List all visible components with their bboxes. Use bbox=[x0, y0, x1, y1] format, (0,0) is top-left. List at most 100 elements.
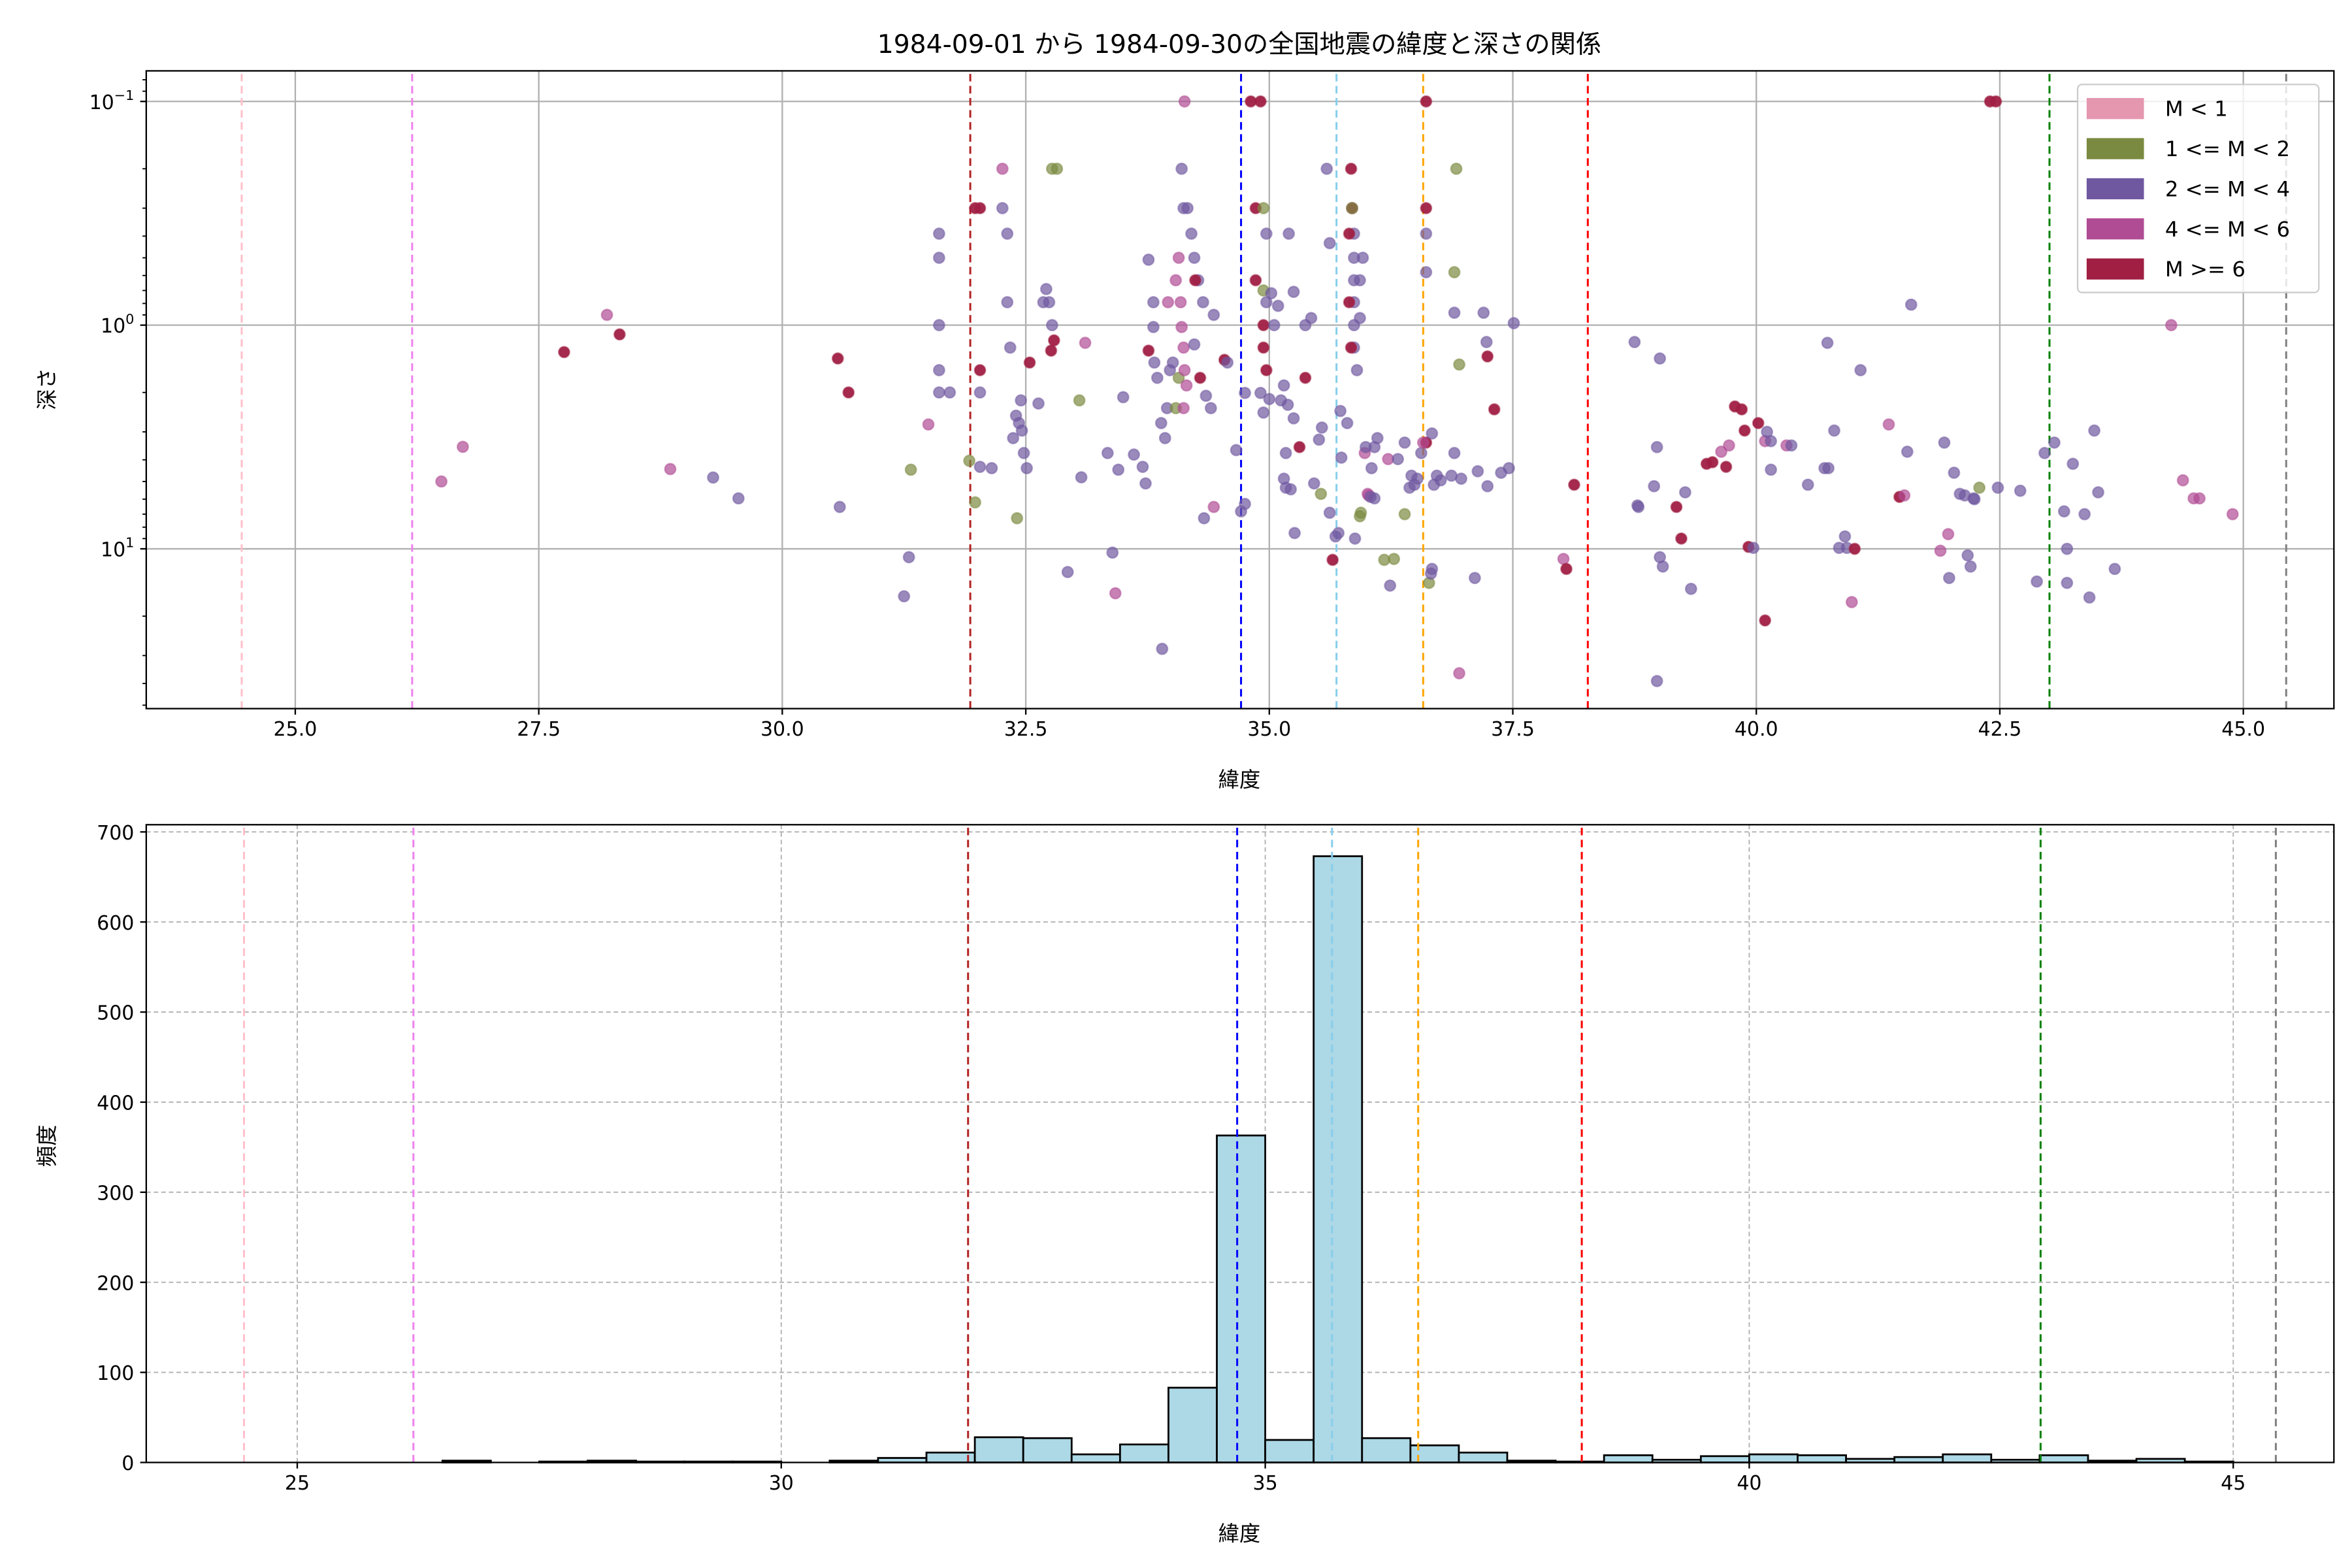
scatter-point bbox=[1801, 478, 1814, 491]
scatter-point bbox=[1416, 436, 1429, 449]
scatter-point bbox=[1015, 424, 1028, 437]
histogram-bar bbox=[1361, 1437, 1412, 1463]
scatter-point bbox=[1706, 455, 1719, 468]
scatter-point bbox=[1047, 334, 1060, 347]
scatter-point bbox=[1249, 274, 1262, 287]
legend-swatch bbox=[2086, 138, 2144, 159]
scatter-point bbox=[1343, 227, 1356, 240]
scatter-point bbox=[2031, 575, 2044, 588]
scatter-point bbox=[1989, 95, 2002, 108]
histogram-bar bbox=[1748, 1453, 1799, 1463]
scatter-point bbox=[1882, 418, 1895, 431]
scatter-point bbox=[1299, 371, 1312, 384]
x-tick-label: 45 bbox=[2221, 1472, 2246, 1495]
histogram-bar bbox=[1603, 1454, 1654, 1463]
scatter-point bbox=[1178, 95, 1191, 108]
legend-swatch bbox=[2086, 258, 2144, 280]
scatter-point bbox=[1207, 308, 1220, 321]
scatter-point bbox=[1207, 500, 1220, 514]
scatter-point bbox=[2066, 457, 2080, 470]
scatter-point bbox=[932, 319, 945, 332]
scatter-point bbox=[973, 461, 987, 474]
scatter-point bbox=[1015, 394, 1028, 407]
scatter-point bbox=[1420, 266, 1433, 279]
scatter-point bbox=[2057, 505, 2070, 518]
scatter-point bbox=[1045, 319, 1058, 332]
scatter-point bbox=[1007, 432, 1020, 445]
histogram-bar bbox=[1893, 1456, 1944, 1463]
x-tick-label: 32.5 bbox=[1004, 718, 1048, 741]
scatter-point bbox=[1326, 553, 1339, 566]
scatter-point bbox=[1785, 439, 1798, 452]
scatter-point bbox=[1346, 202, 1358, 215]
scatter-point bbox=[1101, 446, 1114, 459]
scatter-point bbox=[1174, 296, 1187, 309]
scatter-point bbox=[1178, 364, 1191, 377]
hist-ylabel: 頻度 bbox=[35, 1125, 59, 1168]
legend-swatch bbox=[2086, 178, 2144, 200]
scatter-point bbox=[963, 454, 976, 467]
scatter-point bbox=[904, 463, 917, 476]
scatter-point bbox=[1934, 544, 1947, 557]
scatter-point bbox=[707, 471, 719, 484]
scatter-point bbox=[1073, 394, 1086, 407]
scatter-point bbox=[2193, 492, 2206, 505]
scatter-point bbox=[1942, 528, 1955, 541]
scatter-point bbox=[1904, 298, 1918, 311]
scatter-point bbox=[1188, 252, 1201, 265]
scatter-point bbox=[1004, 341, 1017, 354]
scatter-point bbox=[1898, 489, 1911, 502]
scatter-point bbox=[1350, 364, 1364, 377]
scatter-point bbox=[1398, 436, 1411, 449]
scatter-point bbox=[2226, 508, 2239, 521]
scatter-point bbox=[2048, 436, 2061, 449]
histogram-bar bbox=[1313, 855, 1364, 1463]
scatter-point bbox=[985, 462, 998, 475]
x-tick-label: 40.0 bbox=[1735, 718, 1778, 741]
x-tick-label: 45.0 bbox=[2221, 718, 2265, 741]
scatter-point bbox=[1320, 162, 1333, 175]
scatter-point bbox=[1001, 296, 1014, 309]
scatter-point bbox=[1448, 446, 1461, 459]
legend-label: 1 <= M < 2 bbox=[2165, 137, 2290, 161]
scatter-point bbox=[1023, 356, 1036, 369]
scatter-point bbox=[1348, 532, 1362, 545]
scatter-point bbox=[1142, 253, 1155, 266]
scatter-point bbox=[1147, 321, 1160, 334]
scatter-point bbox=[1265, 287, 1278, 300]
scatter-point bbox=[1560, 563, 1573, 576]
scatter-point bbox=[1434, 474, 1447, 487]
scatter-point bbox=[1353, 312, 1366, 325]
scatter-point bbox=[1765, 434, 1778, 448]
scatter-point bbox=[1480, 336, 1493, 348]
scatter-plot: 25.0 27.5 30.0 32.5 35.0 37.5 40.0 42.5 45.0 10−1… bbox=[90, 70, 2335, 741]
scatter-point bbox=[1650, 674, 1663, 687]
scatter-point bbox=[1181, 202, 1194, 215]
scatter-point bbox=[1175, 162, 1188, 175]
scatter-point bbox=[1420, 95, 1433, 108]
scatter-point bbox=[996, 162, 1009, 175]
scatter-point bbox=[2014, 484, 2027, 497]
scatter-point bbox=[1148, 356, 1161, 369]
scatter-point bbox=[1001, 227, 1014, 240]
scatter-point bbox=[600, 308, 613, 321]
scatter-point bbox=[1420, 202, 1433, 215]
x-tick-label: 42.5 bbox=[1978, 718, 2022, 741]
scatter-point bbox=[1043, 296, 1056, 309]
scatter-point bbox=[922, 418, 935, 431]
x-tick-label: 25 bbox=[285, 1472, 310, 1495]
histogram-bar bbox=[1216, 1134, 1266, 1463]
scatter-point bbox=[902, 551, 915, 564]
y-tick-label: 600 bbox=[97, 912, 134, 935]
histogram-bar bbox=[1119, 1443, 1169, 1463]
y-tick-label: 200 bbox=[97, 1272, 134, 1295]
histogram-bar bbox=[1022, 1437, 1073, 1463]
scatter-point bbox=[1765, 463, 1778, 476]
x-tick-label: 25.0 bbox=[274, 718, 318, 741]
x-tick-label: 35.0 bbox=[1247, 718, 1291, 741]
scatter-point bbox=[1747, 542, 1760, 555]
scatter-point bbox=[1670, 500, 1683, 514]
scatter-point bbox=[932, 364, 945, 377]
scatter-point bbox=[613, 328, 626, 341]
scatter-point bbox=[1656, 560, 1669, 573]
